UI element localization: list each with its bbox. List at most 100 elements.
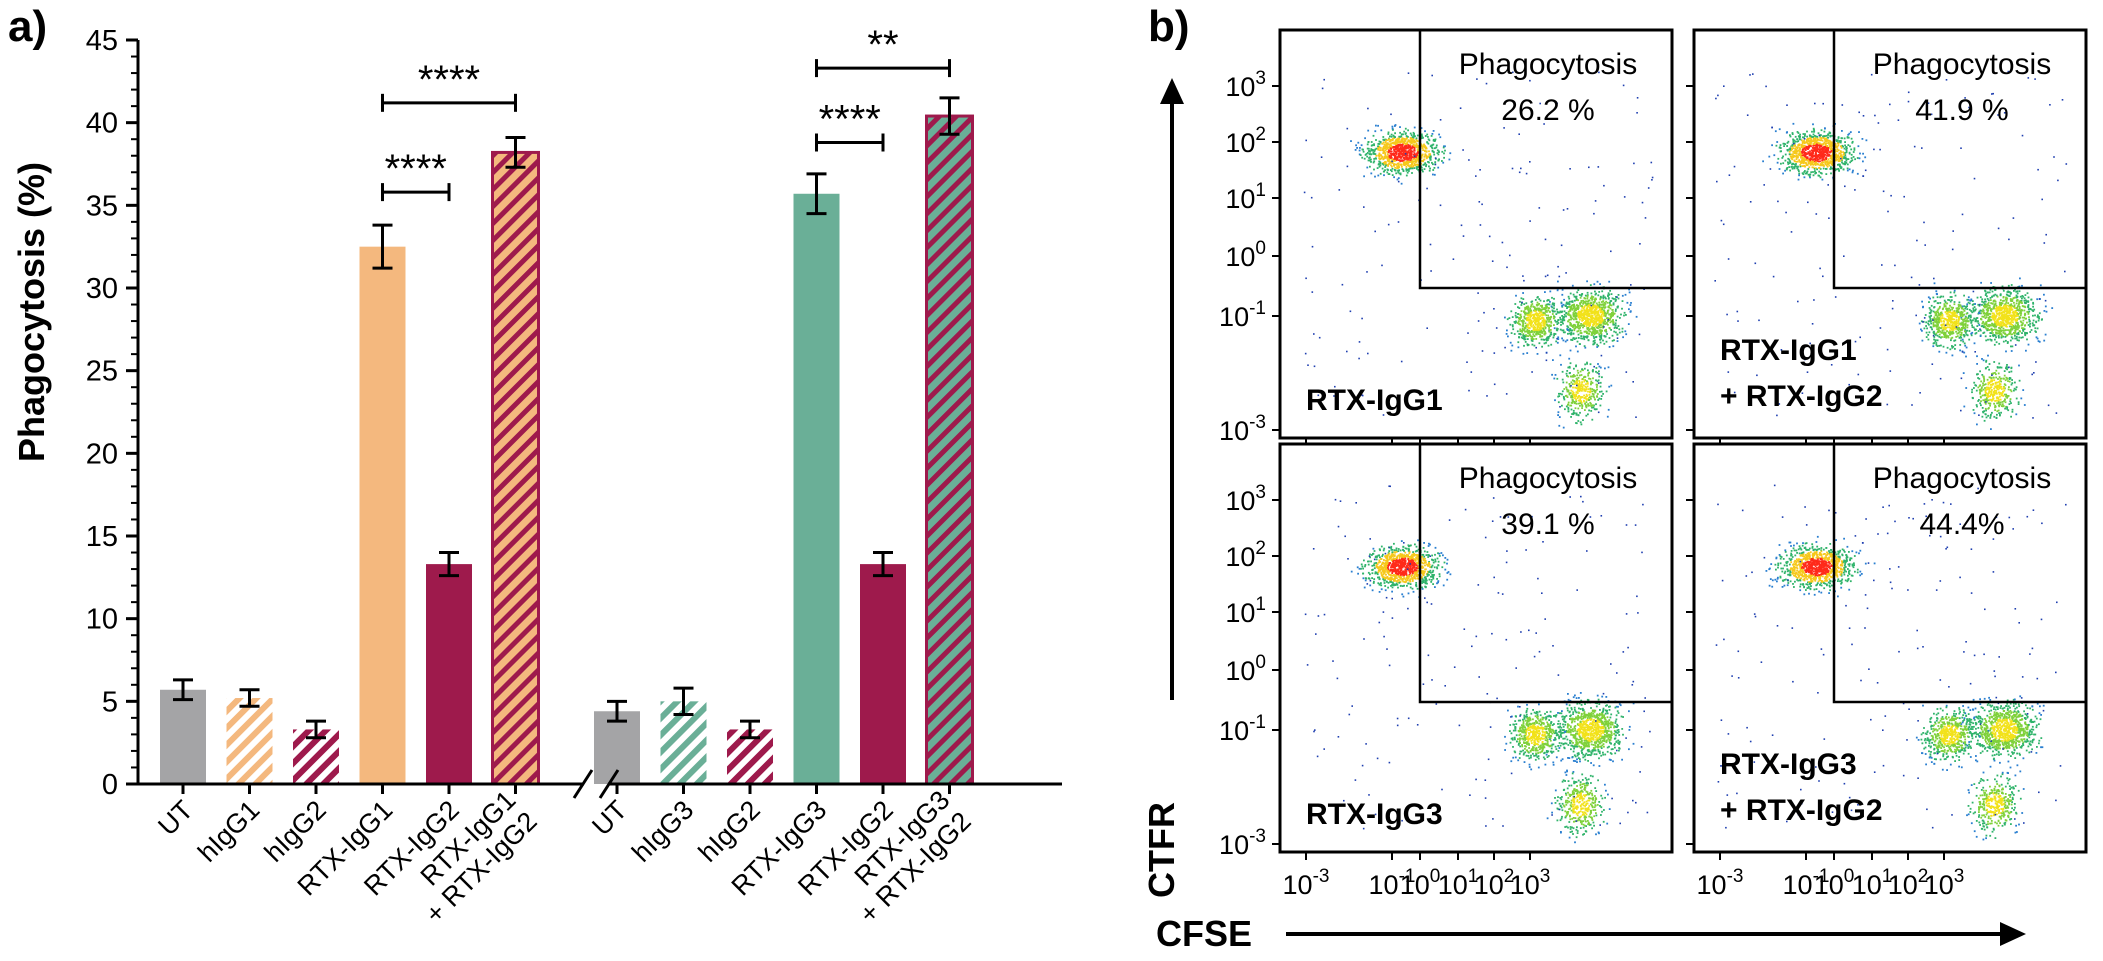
error-bar-2 [306,719,326,740]
y-tick-label-3: 15 [86,521,118,553]
y-tick-label-0-0: 103 [1225,68,1266,102]
y-tick-label-2-2: 101 [1225,594,1266,628]
flow-plot-events-1 [1714,70,2068,430]
error-bar-10 [873,551,893,578]
y-tick-label-0-3: 100 [1225,238,1266,272]
bar-3 [359,246,406,784]
x-tick-label-3-0: 10-3 [1697,866,1744,900]
error-bar-9 [806,172,827,216]
bar-0 [160,689,206,784]
x-tick-label-3-5: 103 [1924,866,1965,900]
flow-plot-events-0 [1303,71,1654,429]
ctfr-axis-label: CTFR [1141,802,1182,898]
error-bar-0 [173,678,193,702]
x-tick-label-6: UT [586,795,633,842]
y-tick-label-2: 10 [86,604,118,636]
error-bar-5 [505,136,526,169]
flow-plot-3: Phagocytosis 44.4% RTX-IgG3 + RTX-IgG2 10-3 1… [1686,442,2088,900]
significance-label-1: **** [418,58,480,102]
y-tick-label-9: 45 [86,25,118,57]
error-bar-11 [939,96,960,136]
sample-label-1: RTX-IgG1 + RTX-IgG2 [1720,334,1883,413]
error-bar-6 [607,699,627,723]
x-tick-label-3-3: 101 [1852,866,1893,900]
flow-plot-frame-0 [1278,28,1674,440]
sample-label-0: RTX-IgG1 [1306,384,1443,417]
gate-label-1: Phagocytosis [1873,48,2051,81]
x-tick-label-3-4: 102 [1888,866,1929,900]
flow-plot-frame-3 [1692,442,2088,854]
y-tick-label-5: 25 [86,356,118,388]
error-bar-3 [372,223,393,270]
y-tick-label-0-4: 10-1 [1219,298,1266,332]
y-tick-label-1: 5 [102,686,118,718]
y-tick-label-2-5: 10-3 [1219,826,1266,860]
y-tick-label-0: 0 [102,769,118,801]
error-bar-8 [740,719,760,740]
gate-label-0: Phagocytosis [1459,48,1637,81]
panel-b-label: b) [1148,2,1190,51]
cfse-arrow-head [2000,922,2026,946]
flow-plot-events-2 [1304,485,1651,844]
y-tick-label-7: 35 [86,190,118,222]
bar-5 [491,150,540,786]
sample-label-3: RTX-IgG3 + RTX-IgG2 [1720,748,1883,827]
error-bar-4 [439,551,459,578]
gate-percent-1: 41.9 % [1915,94,2008,127]
bar-10 [860,564,906,784]
flow-plot-1: Phagocytosis 41.9 % RTX-IgG1 + RTX-IgG2 [1686,28,2088,446]
gate-label-2: Phagocytosis [1459,462,1637,495]
phagocytosis-gate-2 [1418,442,1674,704]
significance-bracket-2: **** [815,98,885,152]
phagocytosis-gate-0 [1418,28,1674,290]
x-tick-label-1: hIgG1 [192,795,265,868]
x-tick-label-3-2: 100 [1814,866,1855,900]
axis-break-mark-1 [572,769,594,799]
cfse-axis-label: CFSE [1156,913,1252,954]
y-tick-label-0-1: 102 [1225,124,1266,158]
bar-4 [426,564,472,784]
x-tick-label-2-4: 102 [1474,866,1515,900]
y-tick-label-2-4: 10-1 [1219,712,1266,746]
y-tick-label-0-5: 10-3 [1219,412,1266,446]
x-tick-label-3-1: 10-1 [1783,866,1830,900]
phagocytosis-gate-3 [1832,442,2088,704]
x-tick-label-2-5: 103 [1510,866,1551,900]
y-tick-label-2-0: 103 [1225,482,1266,516]
panel-a-label: a) [8,2,48,51]
axis-break-mark-2 [598,769,620,799]
x-tick-label-2-0: 10-3 [1283,866,1330,900]
bar-11 [925,114,974,786]
bar-9 [793,193,840,784]
significance-bracket-0: **** [381,147,451,202]
ctfr-arrow-head [1160,78,1184,104]
y-tick-label-0-2: 101 [1225,180,1266,214]
x-tick-label-0: UT [152,795,199,842]
flow-plot-frame-2 [1278,442,1674,854]
y-axis-label: Phagocytosis (%) [11,162,52,462]
significance-label-2: **** [819,98,881,142]
y-tick-label-8: 40 [86,108,118,140]
gate-percent-2: 39.1 % [1501,508,1594,541]
bar-1 [226,698,273,784]
x-tick-label-2-3: 101 [1438,866,1479,900]
flow-plot-frame-1 [1692,28,2088,440]
significance-bracket-3: ** [815,23,951,78]
y-tick-label-6: 30 [86,273,118,305]
flow-plot-0: Phagocytosis 26.2 % RTX-IgG1 103 102 101 100 10… [1219,28,1674,446]
x-tick-label-7: hIgG3 [626,795,699,868]
y-tick-label-4: 20 [86,438,118,470]
significance-label-0: **** [385,147,447,191]
gate-label-3: Phagocytosis [1873,462,2051,495]
phagocytosis-gate-1 [1832,28,2088,290]
x-tick-label-2-1: 10-1 [1369,866,1416,900]
gate-percent-3: 44.4% [1919,508,2004,541]
sample-label-2: RTX-IgG3 [1306,798,1443,831]
significance-label-3: ** [867,23,898,67]
y-tick-label-2-3: 100 [1225,652,1266,686]
error-bar-1 [239,688,260,708]
error-bar-7 [673,686,694,717]
